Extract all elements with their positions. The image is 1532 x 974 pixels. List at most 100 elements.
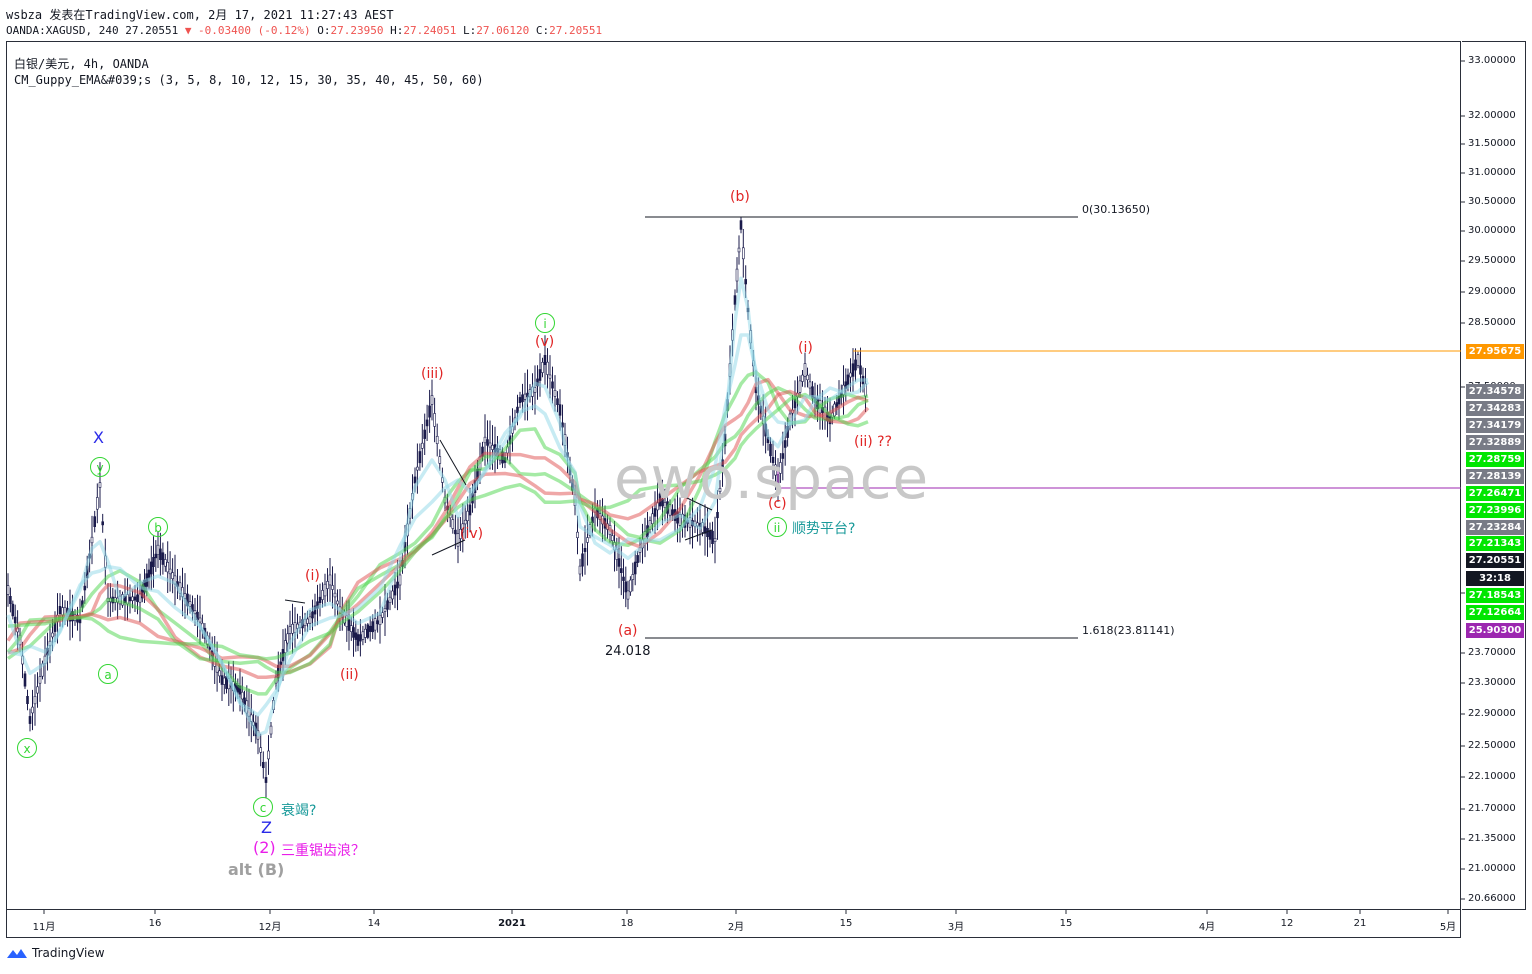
candle-body xyxy=(435,435,439,444)
candle-body xyxy=(851,363,855,377)
fib-0-label: 0(30.13650) xyxy=(1082,203,1151,216)
wave-b: b xyxy=(148,517,168,537)
candle-body xyxy=(541,361,544,373)
guppy-ribbon-short xyxy=(7,333,870,717)
wave-y: y xyxy=(90,457,110,477)
open-value: 27.23950 xyxy=(330,24,384,37)
candle-body xyxy=(83,585,87,591)
candle-body xyxy=(96,497,99,510)
price-tick: 31.00000 xyxy=(1468,167,1516,178)
candle-body xyxy=(356,634,360,646)
candle-body xyxy=(416,466,419,471)
price-tick: 21.00000 xyxy=(1468,863,1516,874)
candle-body xyxy=(533,387,537,393)
candle-body xyxy=(617,558,621,567)
price-24018: 24.018 xyxy=(605,644,651,659)
candle-body xyxy=(486,439,489,446)
low-value: 27.06120 xyxy=(476,24,530,37)
candle-body xyxy=(488,442,492,448)
candle-body xyxy=(774,464,777,476)
candle-body xyxy=(849,372,852,378)
time-tick: 18 xyxy=(620,918,634,929)
candle-body xyxy=(363,628,367,638)
wave-x: x xyxy=(17,738,37,758)
candle-body xyxy=(398,574,402,586)
wave-a-red: (a) xyxy=(618,623,638,639)
candle-body xyxy=(783,440,787,448)
candle-body xyxy=(58,605,62,614)
candle-body xyxy=(218,670,221,677)
candle-body xyxy=(801,374,804,382)
candle-body xyxy=(521,394,524,403)
legend-symbol[interactable]: 白银/美元, 4h, OANDA xyxy=(14,57,149,71)
candle-body xyxy=(388,596,392,604)
legend-indicator[interactable]: CM_Guppy_EMA&#039;s (3, 5, 8, 10, 12, 15… xyxy=(14,73,484,87)
price-tick: 20.66000 xyxy=(1468,893,1516,904)
guppy-ribbon-long xyxy=(6,389,870,668)
candle-body xyxy=(128,596,132,602)
wave-i-green: i xyxy=(535,313,555,333)
high-label: H: xyxy=(390,24,404,37)
candle-body xyxy=(803,363,807,377)
price-tick: 30.00000 xyxy=(1468,225,1516,236)
candle-body xyxy=(164,559,167,567)
candle-body xyxy=(491,444,494,450)
candle-body xyxy=(154,553,158,559)
candle-body xyxy=(459,528,462,539)
candle-body xyxy=(578,565,582,575)
wave-ii-red-2: (ii) ?? xyxy=(854,434,893,450)
candle-body xyxy=(156,544,160,556)
price-tag: 27.12664 xyxy=(1466,605,1524,620)
candle-body xyxy=(708,530,712,540)
price-tick: 31.50000 xyxy=(1468,138,1516,149)
candle-body xyxy=(93,516,96,527)
price-tick: 22.90000 xyxy=(1468,708,1516,719)
price-tag: 27.20551 xyxy=(1466,553,1524,568)
candle-body xyxy=(583,547,587,552)
candle-body xyxy=(428,405,431,418)
candle-body xyxy=(413,476,417,484)
price-tick: 22.50000 xyxy=(1468,740,1516,751)
close-label: C: xyxy=(535,24,550,37)
candle-body xyxy=(241,691,244,700)
time-tick: 11月 xyxy=(32,922,56,933)
tradingview-icon xyxy=(7,949,27,958)
candle-body xyxy=(856,354,860,366)
candle-body xyxy=(456,533,460,547)
candle-body xyxy=(806,374,809,381)
candle-body xyxy=(152,556,155,567)
candle-body xyxy=(159,548,162,561)
candle-body xyxy=(61,607,64,616)
candle-body xyxy=(576,531,579,539)
candle-body xyxy=(291,623,294,634)
price-tag: 27.34578 xyxy=(1466,384,1524,399)
candle-body xyxy=(133,596,137,601)
candle-body xyxy=(311,611,314,619)
candle-body xyxy=(631,574,635,580)
candle-body xyxy=(6,585,10,595)
candle-body xyxy=(391,590,394,600)
candle-body xyxy=(166,561,169,573)
price-tick: 29.50000 xyxy=(1468,255,1516,266)
candle-body xyxy=(376,620,379,625)
chart-pane[interactable] xyxy=(6,41,1461,910)
candle-body xyxy=(516,406,519,414)
change-value: ▼ -0.03400 (-0.12%) xyxy=(184,24,311,37)
time-tick: 16 xyxy=(148,918,162,929)
candle-body xyxy=(23,673,27,687)
price-tag: 27.26471 xyxy=(1466,486,1524,501)
candle-body xyxy=(347,619,351,631)
candle-body xyxy=(378,614,382,626)
candle-body xyxy=(781,453,785,459)
time-axis[interactable] xyxy=(6,910,1461,938)
candle-body xyxy=(193,610,197,615)
time-tick: 15 xyxy=(1059,918,1073,929)
candle-body xyxy=(264,777,268,783)
tradingview-logo[interactable]: TradingView xyxy=(6,946,105,960)
candle-body xyxy=(451,519,455,529)
candle-body xyxy=(483,436,487,444)
price-axis[interactable] xyxy=(1462,41,1526,910)
wave-v-red: (v) xyxy=(535,334,555,350)
symbol-info: OANDA:XAGUSD, 240 27.20551 xyxy=(6,24,179,37)
guppy-ribbon-long xyxy=(7,377,869,680)
